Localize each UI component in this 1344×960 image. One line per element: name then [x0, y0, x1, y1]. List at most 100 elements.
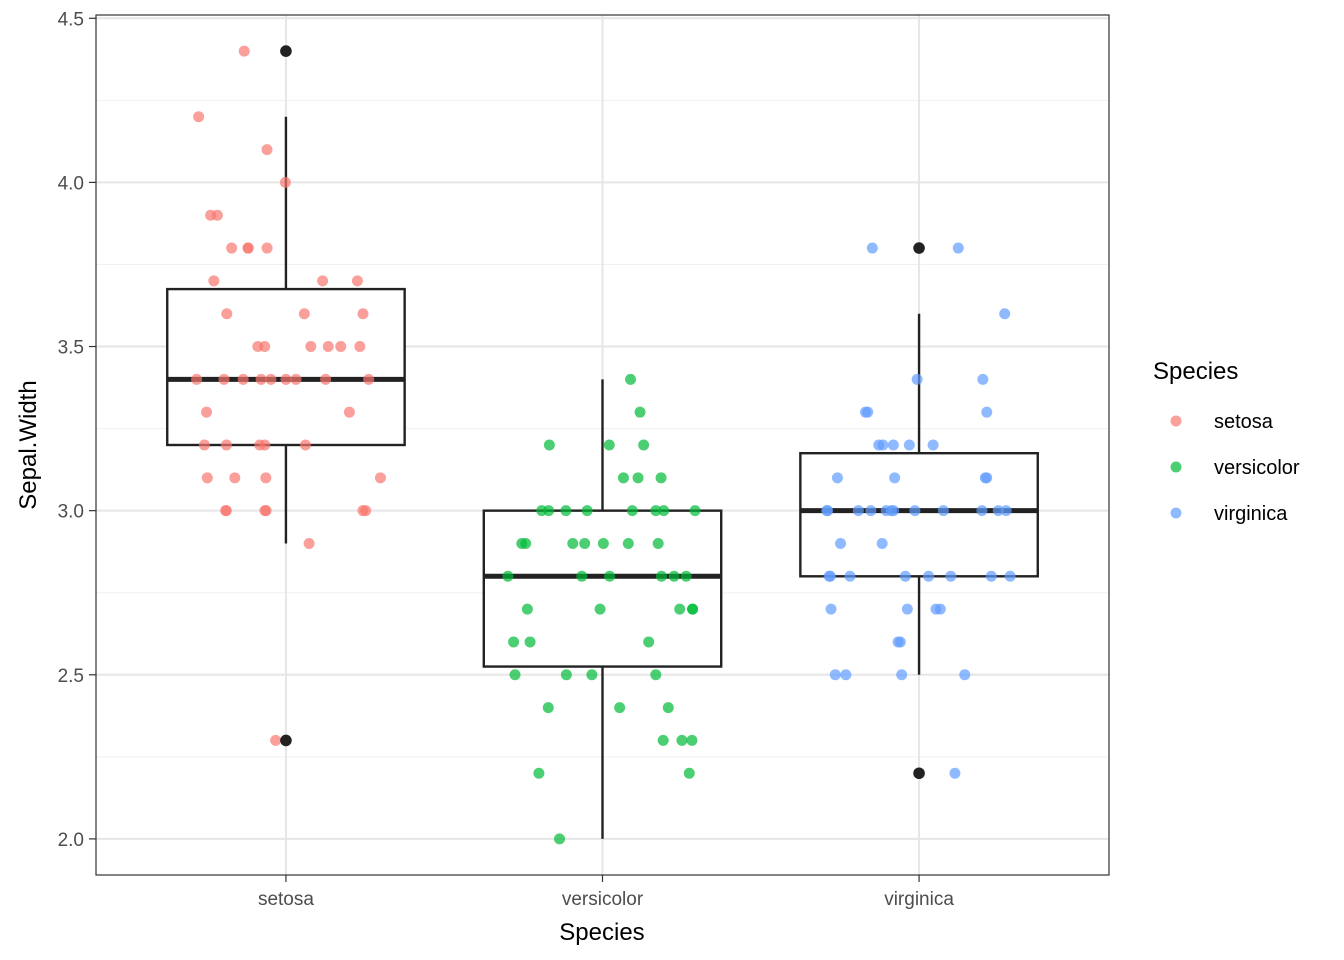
data-point-virginica: [876, 537, 888, 549]
data-point-virginica: [992, 505, 1004, 517]
data-point-setosa: [221, 308, 233, 320]
legend-title: Species: [1153, 358, 1238, 385]
data-point-setosa: [335, 341, 347, 353]
data-point-versicolor: [533, 767, 545, 779]
axes: 2.0 2.5 3.0 3.5 4.0 4.5 setosa versicolor virgin…: [58, 9, 955, 910]
data-point-virginica: [981, 406, 993, 418]
data-point-setosa: [259, 341, 271, 353]
outlier-point: [280, 734, 292, 747]
data-point-versicolor: [689, 505, 701, 517]
box-body: [166, 287, 406, 447]
legend-label-virginica: virginica: [1214, 503, 1288, 525]
data-point-virginica: [952, 242, 964, 254]
data-point-virginica: [945, 570, 957, 582]
data-point-versicolor: [603, 439, 615, 451]
data-point-virginica: [866, 242, 878, 254]
data-point-versicolor: [554, 833, 566, 845]
data-point-virginica: [896, 669, 908, 681]
data-point-setosa: [218, 373, 230, 385]
data-point-setosa: [343, 406, 355, 418]
data-point-setosa: [305, 341, 317, 353]
data-point-versicolor: [502, 570, 514, 582]
box-body: [482, 509, 723, 668]
outlier-point: [280, 45, 292, 57]
data-point-versicolor: [643, 636, 655, 648]
data-point-versicolor: [657, 734, 669, 746]
data-point-versicolor: [586, 669, 598, 681]
data-point-versicolor: [614, 702, 626, 714]
y-tick-label: 4.5: [58, 9, 84, 30]
data-point-virginica: [887, 439, 899, 451]
data-point-versicolor: [508, 636, 520, 648]
data-point-setosa: [279, 176, 291, 188]
data-point-versicolor: [676, 734, 688, 746]
data-point-versicolor: [652, 537, 664, 549]
y-tick-label: 3.5: [58, 338, 84, 359]
data-point-setosa: [191, 373, 203, 385]
x-tick-label: versicolor: [562, 889, 644, 910]
data-point-virginica: [825, 603, 837, 615]
data-point-versicolor: [632, 472, 644, 484]
data-point-versicolor: [597, 537, 609, 549]
data-point-versicolor: [687, 603, 699, 615]
data-point-setosa: [298, 308, 310, 320]
data-point-virginica: [824, 570, 836, 582]
data-point-virginica: [903, 439, 915, 451]
data-point-versicolor: [634, 406, 646, 418]
outlier-point: [913, 242, 925, 254]
data-point-setosa: [238, 45, 250, 57]
data-point-virginica: [877, 439, 889, 451]
data-point-setosa: [351, 275, 363, 287]
data-point-setosa: [322, 341, 334, 353]
data-point-virginica: [889, 472, 901, 484]
data-point-virginica: [888, 505, 900, 517]
data-point-setosa: [320, 373, 332, 385]
data-point-virginica: [959, 669, 971, 681]
data-point-virginica: [923, 570, 935, 582]
data-point-versicolor: [626, 505, 638, 517]
data-point-versicolor: [520, 537, 532, 549]
data-point-versicolor: [650, 505, 662, 517]
legend-item-setosa: setosa: [1170, 411, 1274, 433]
box-body: [799, 452, 1039, 578]
jitter-points: [191, 45, 1016, 845]
data-point-setosa: [198, 439, 210, 451]
data-point-versicolor: [567, 537, 579, 549]
data-point-virginica: [852, 505, 864, 517]
data-point-setosa: [280, 373, 292, 385]
data-point-setosa: [260, 472, 272, 484]
data-point-versicolor: [594, 603, 606, 615]
data-point-virginica: [831, 472, 843, 484]
data-point-versicolor: [625, 373, 637, 385]
data-point-setosa: [357, 505, 369, 517]
x-tick-label: setosa: [258, 889, 314, 910]
legend-key-versicolor: [1170, 461, 1182, 473]
data-point-versicolor: [509, 669, 521, 681]
outlier-points: [280, 45, 925, 780]
y-tick-label: 3.0: [58, 502, 84, 523]
data-point-versicolor: [683, 767, 695, 779]
data-point-virginica: [909, 505, 921, 517]
data-point-setosa: [374, 472, 386, 484]
data-point-setosa: [354, 341, 366, 353]
data-point-virginica: [999, 308, 1011, 320]
data-point-setosa: [255, 373, 267, 385]
data-point-setosa: [261, 242, 273, 254]
data-point-virginica: [985, 570, 997, 582]
legend: Species setosa versicolor virginica: [1153, 358, 1300, 525]
legend-label-versicolor: versicolor: [1214, 457, 1300, 479]
data-point-setosa: [363, 373, 375, 385]
data-point-virginica: [976, 505, 988, 517]
data-point-versicolor: [542, 702, 554, 714]
data-point-virginica: [840, 669, 852, 681]
data-point-setosa: [201, 406, 213, 418]
data-point-versicolor: [655, 472, 667, 484]
data-point-setosa: [229, 472, 241, 484]
data-point-setosa: [220, 505, 232, 517]
y-tick-label: 4.0: [58, 173, 84, 194]
y-axis-title: Sepal.Width: [15, 380, 42, 509]
data-point-setosa: [317, 275, 329, 287]
data-point-virginica: [1004, 570, 1016, 582]
y-tick-label: 2.5: [58, 666, 84, 687]
